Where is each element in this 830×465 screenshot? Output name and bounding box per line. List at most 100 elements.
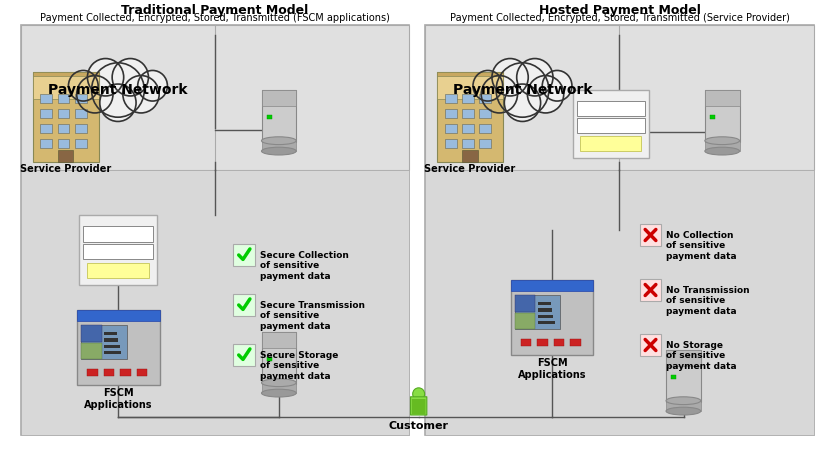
Bar [705,90,740,142]
Bar [21,25,409,435]
Bar [640,224,662,246]
Circle shape [87,59,124,96]
Bar [137,368,147,376]
Ellipse shape [261,147,296,155]
Bar [445,93,457,103]
Bar [32,72,99,77]
Bar [233,344,255,366]
Text: Service Provider: Service Provider [424,164,515,174]
Bar [515,295,535,312]
Circle shape [112,59,149,96]
Circle shape [100,84,136,121]
Text: No Transmission
of sensitive
payment data: No Transmission of sensitive payment dat… [666,286,749,316]
Bar [554,339,564,346]
Text: FSCM
Applications: FSCM Applications [518,358,586,379]
Bar [437,72,503,77]
Bar [87,263,149,278]
Text: Payment Collected, Encrypted, Stored, Transmitted (FSCM applications): Payment Collected, Encrypted, Stored, Tr… [40,13,390,23]
Bar [462,93,474,103]
Text: Payment Network: Payment Network [48,83,188,97]
Bar [233,244,255,266]
Bar [520,339,531,346]
Bar [75,93,86,103]
Bar [261,332,296,348]
Circle shape [542,71,572,101]
Bar [261,332,296,384]
Bar [120,368,131,376]
Ellipse shape [666,397,701,405]
Bar [233,294,255,316]
Bar [705,90,740,106]
Bar [75,124,86,133]
Bar [75,109,86,118]
Bar [41,124,52,133]
Text: Secure Transmission
of sensitive
payment data: Secure Transmission of sensitive payment… [260,301,364,331]
Bar [57,109,70,118]
Bar [21,170,409,435]
Ellipse shape [79,77,157,111]
Bar [104,351,121,354]
Ellipse shape [261,137,296,145]
Circle shape [492,59,528,96]
Bar [21,25,409,170]
Bar [81,325,127,359]
Bar [261,383,296,393]
Ellipse shape [261,379,296,386]
Circle shape [496,63,549,117]
Bar [32,72,99,162]
Bar [426,25,813,170]
Bar [32,72,99,99]
Text: Customer: Customer [388,421,449,431]
Bar [510,280,593,291]
Bar [445,109,457,118]
Bar [515,295,560,329]
Bar [462,124,474,133]
Bar [671,375,676,379]
Bar [705,141,740,151]
Bar [445,124,457,133]
Bar [57,150,73,162]
Bar [75,140,86,148]
Bar [666,350,701,366]
Bar [426,170,813,435]
Ellipse shape [705,137,740,145]
Bar [537,339,548,346]
Bar [437,72,503,162]
Bar [580,136,641,151]
Bar [538,308,552,312]
Bar [83,244,153,259]
Circle shape [527,75,564,113]
Bar [83,226,153,242]
FancyBboxPatch shape [412,399,426,414]
Bar [41,109,52,118]
Bar [640,334,662,356]
FancyBboxPatch shape [411,397,427,415]
Text: Payment Network: Payment Network [452,83,593,97]
Bar [640,279,662,301]
Text: Payment Collected, Encrypted, Stored, Transmitted (Service Provider): Payment Collected, Encrypted, Stored, Tr… [450,13,789,23]
Bar [266,115,271,119]
Bar [57,140,70,148]
Bar [81,343,102,359]
Bar [462,109,474,118]
Bar [426,25,813,435]
Bar [87,368,98,376]
Bar [77,310,159,321]
Bar [104,345,120,348]
Text: No Storage
of sensitive
payment data: No Storage of sensitive payment data [666,341,737,371]
Bar [41,93,52,103]
Circle shape [505,84,540,121]
Bar [479,140,491,148]
Circle shape [138,71,168,101]
Bar [538,321,555,324]
Ellipse shape [666,407,701,415]
Bar [266,357,271,361]
Bar [573,90,648,158]
Bar [79,215,157,285]
Text: Secure Collection
of sensitive
payment data: Secure Collection of sensitive payment d… [260,251,349,281]
Bar [437,72,503,99]
Bar [538,315,554,318]
Bar [261,90,296,142]
Bar [577,101,645,116]
Bar [666,350,701,402]
